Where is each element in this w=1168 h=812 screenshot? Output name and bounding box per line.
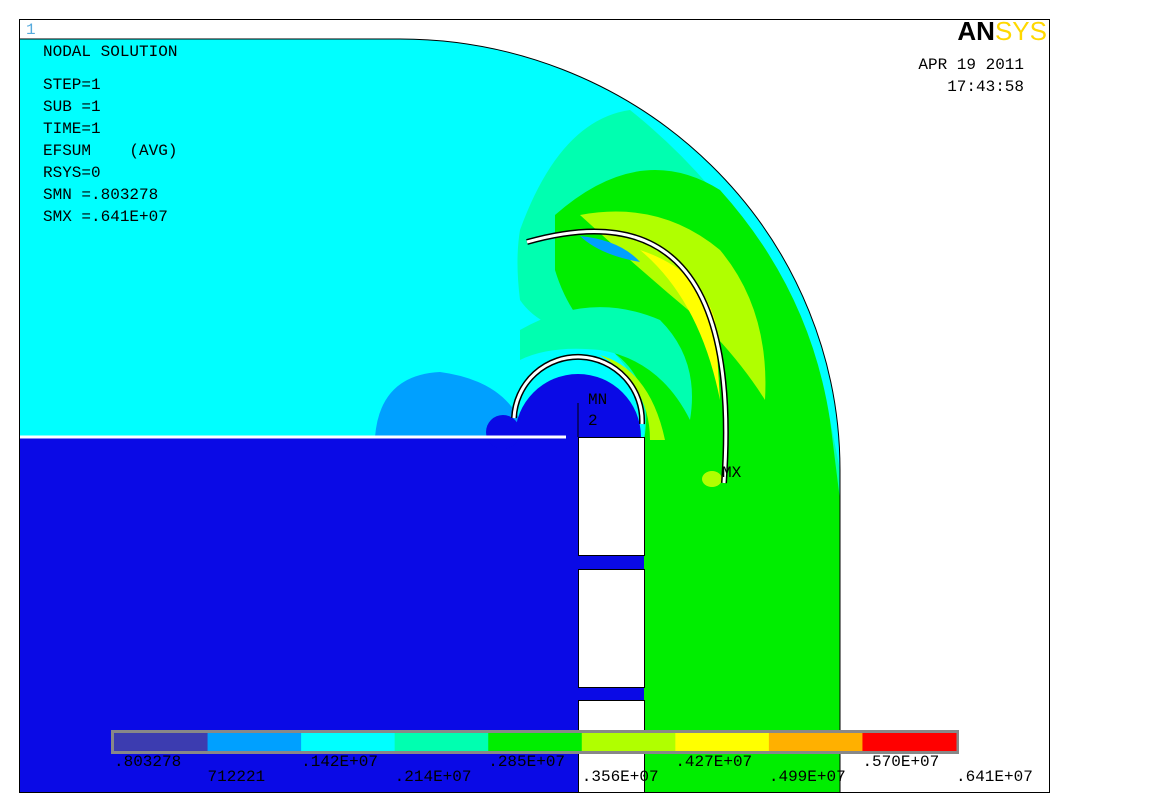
info-line: SUB =1: [43, 98, 101, 116]
legend-swatch: [581, 733, 676, 751]
legend-swatch: [114, 733, 209, 751]
hole: [578, 437, 645, 556]
legend-label: .427E+07: [675, 753, 752, 771]
legend: .803278 712221 .142E+07 .214E+07 .285E+07 .35…: [111, 730, 1033, 786]
legend-label: .356E+07: [582, 768, 659, 786]
outline: [20, 38, 841, 792]
info-line: RSYS=0: [43, 164, 101, 182]
region-blue-light-2: [580, 236, 640, 262]
info-line: STEP=1: [43, 76, 101, 94]
legend-label: .285E+07: [488, 753, 565, 771]
region-lime-2: [600, 355, 665, 440]
max-marker: MX: [722, 464, 742, 482]
legend-swatch: [768, 733, 863, 751]
logo: ANSYS: [957, 16, 1047, 46]
info-line: SMX =.641E+07: [43, 208, 168, 226]
region-lime: [580, 211, 766, 400]
contour-model: [20, 38, 841, 793]
legend-label: .214E+07: [395, 768, 472, 786]
arc-electrode-inner: [526, 230, 728, 484]
min-marker: MN: [588, 391, 607, 409]
time: 17:43:58: [947, 78, 1024, 96]
legend-label: .803278: [114, 753, 181, 771]
legend-border: [111, 730, 959, 754]
window-number: 1: [26, 21, 36, 39]
region-blue-spot: [486, 415, 520, 449]
legend-swatch: [488, 733, 583, 751]
region-aqua-2: [520, 307, 692, 420]
region-blue-light: [375, 372, 520, 437]
legend-label: .142E+07: [301, 753, 378, 771]
dome-edge-inner: [512, 355, 644, 425]
node-marker: 2: [588, 412, 598, 430]
legend-swatch: [675, 733, 770, 751]
region-spot: [702, 471, 722, 487]
legend-swatch: [301, 733, 396, 751]
legend-label: 712221: [208, 768, 266, 786]
info-line: EFSUM (AVG): [43, 142, 177, 160]
info-block: STEP=1 SUB =1 TIME=1 EFSUM (AVG) RSYS=0 SMN =…: [43, 76, 177, 226]
logo-part: SYS: [995, 16, 1047, 46]
info-line: SMN =.803278: [43, 186, 158, 204]
legend-label: .570E+07: [862, 753, 939, 771]
legend-label: .499E+07: [769, 768, 846, 786]
legend-swatch: [862, 733, 957, 751]
legend-swatch: [207, 733, 302, 751]
legend-swatch: [394, 733, 489, 751]
legend-label: .641E+07: [956, 768, 1033, 786]
region-yellow: [640, 250, 720, 400]
title: NODAL SOLUTION: [43, 43, 177, 61]
logo-part: AN: [957, 16, 995, 46]
date: APR 19 2011: [918, 56, 1024, 74]
info-line: TIME=1: [43, 120, 101, 138]
hole: [578, 569, 645, 688]
